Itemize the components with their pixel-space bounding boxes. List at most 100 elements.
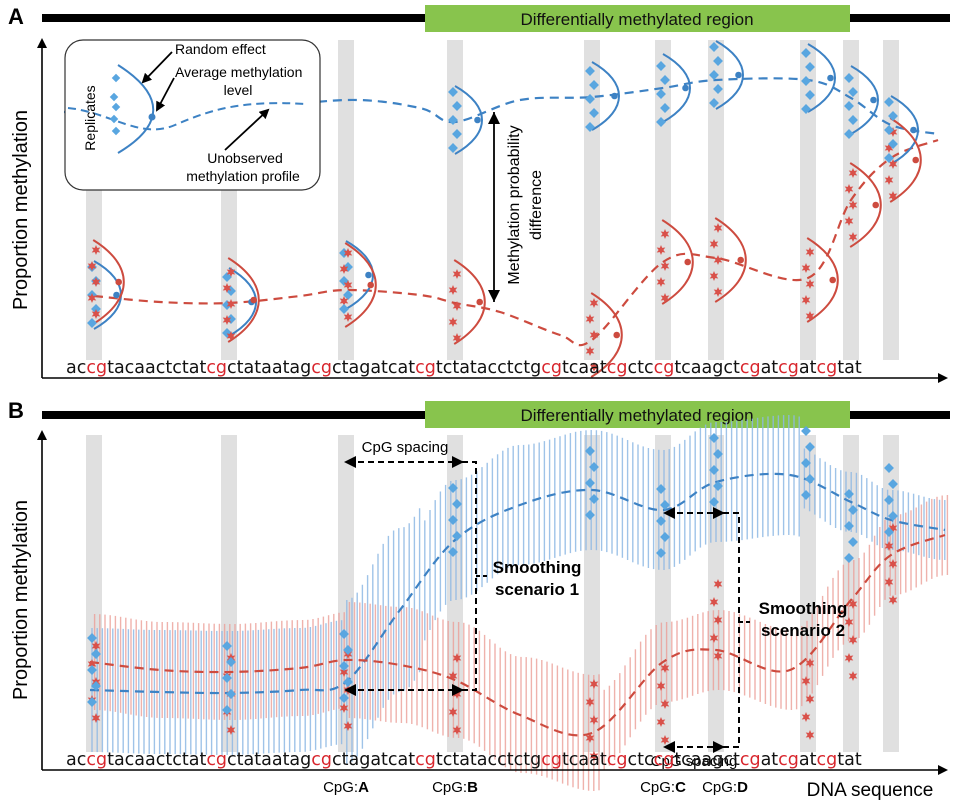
replicate-diamond: [709, 42, 719, 52]
replicate-diamond: [87, 633, 97, 643]
smoothing2-bracket: [723, 512, 740, 748]
dna-sequence-b: accgtacaactctatcgctataatagcgctagatcatcgt…: [66, 750, 862, 770]
replicate-star: [452, 653, 462, 663]
replicate-diamond: [656, 548, 666, 558]
replicate-diamond: [656, 61, 666, 71]
random-effect-curve: [662, 53, 691, 123]
average-point: [115, 278, 122, 286]
replicate-diamond: [709, 465, 719, 475]
inset-arrow-average: [156, 77, 175, 112]
replicate-diamond: [713, 481, 723, 491]
cpg-band: [447, 40, 463, 360]
replicate-diamond: [801, 490, 811, 500]
replicate-diamond: [226, 657, 236, 667]
inset-average-label-2: level: [224, 82, 253, 98]
base-run: at: [761, 358, 779, 378]
replicate-star: [805, 730, 815, 740]
replicate-star: [844, 184, 854, 194]
average-point: [113, 291, 120, 299]
replicate-diamond: [660, 75, 670, 85]
replicate-star: [848, 168, 858, 178]
replicate-diamond: [848, 505, 858, 515]
replicate-star: [448, 317, 458, 327]
random-effect-curve: [714, 217, 747, 303]
average-point: [829, 276, 836, 284]
replicate-star: [709, 239, 719, 249]
cg-dinucleotide: cg: [206, 358, 227, 378]
replicate-diamond: [343, 677, 353, 687]
replicate-diamond: [660, 500, 670, 510]
random-effect-curve: [806, 237, 839, 323]
replicate-diamond: [222, 705, 232, 715]
replicate-star: [91, 713, 101, 723]
replicate-diamond: [339, 661, 349, 671]
panel-b: Differentially methylated region B Propo…: [8, 398, 950, 801]
replicate-diamond: [585, 122, 595, 132]
replicate-diamond: [709, 497, 719, 507]
cg-dinucleotide: cg: [311, 750, 332, 770]
replicate-diamond: [888, 479, 898, 489]
replicate-star: [844, 216, 854, 226]
replicate-star: [884, 143, 894, 153]
x-axis-title-b: DNA sequence: [807, 780, 934, 801]
replicate-star: [452, 269, 462, 279]
replicate-star: [656, 681, 666, 691]
replicate-star: [656, 277, 666, 287]
inset-random-effect-label: Random effect: [175, 41, 266, 57]
replicate-star: [805, 279, 815, 289]
average-point: [735, 71, 742, 79]
average-point: [827, 74, 834, 82]
replicate-star: [585, 346, 595, 356]
cpg-band: [883, 40, 899, 360]
replicate-star: [589, 751, 599, 761]
replicate-star: [87, 659, 97, 669]
cpg-spacing-arrow-top-right: [452, 456, 464, 468]
panel-label-a: A: [8, 4, 24, 29]
average-point: [872, 201, 879, 209]
inset-arrow-unobserved: [224, 108, 270, 151]
cpg-band: [800, 40, 816, 360]
replicate-star: [589, 362, 599, 372]
replicate-diamond: [660, 103, 670, 113]
average-point: [682, 84, 689, 92]
cpg-spacing-arrow-top-left: [344, 456, 356, 468]
dmr-bar-b: [425, 401, 850, 428]
replicate-star: [589, 330, 599, 340]
dmr-bar-a: [425, 5, 850, 32]
random-effect-curve: [344, 242, 377, 328]
replicate-diamond: [448, 143, 458, 153]
panel-a: Differentially methylated region A Propo…: [8, 4, 950, 383]
replicate-diamond: [848, 87, 858, 97]
replicate-star: [713, 287, 723, 297]
replicate-star: [660, 735, 670, 745]
replicate-diamond: [884, 495, 894, 505]
difference-arrow-head-top: [488, 112, 500, 124]
replicate-diamond: [884, 97, 894, 107]
random-effect-curve: [661, 219, 694, 305]
replicate-star: [884, 577, 894, 587]
cg-dinucleotide: cg: [817, 750, 838, 770]
replicate-diamond: [801, 76, 811, 86]
base-run: tctatacctctg: [436, 750, 541, 770]
cg-dinucleotide: cg: [654, 358, 675, 378]
replicate-diamond: [884, 125, 894, 135]
base-run: at: [761, 750, 779, 770]
replicate-diamond: [339, 248, 349, 258]
replicate-star: [226, 267, 236, 277]
replicate-diamond: [222, 272, 232, 282]
methylated-profile-b: [89, 472, 946, 695]
replicate-diamond: [656, 516, 666, 526]
random-effect-curve: [454, 85, 483, 155]
replicate-star: [888, 127, 898, 137]
base-run: ctataatag: [227, 358, 311, 378]
inset-replicates: [109, 73, 121, 136]
replicate-star: [339, 703, 349, 713]
inset-unobserved-label-2: methylation profile: [186, 168, 300, 184]
methylation-curves-b: [89, 472, 946, 737]
replicate-star: [888, 595, 898, 605]
replicate-star: [589, 715, 599, 725]
base-run: ctagatcat: [332, 358, 415, 378]
y-axis-title-a: Proportion methylation: [10, 110, 32, 310]
cpg-band: [584, 40, 600, 360]
